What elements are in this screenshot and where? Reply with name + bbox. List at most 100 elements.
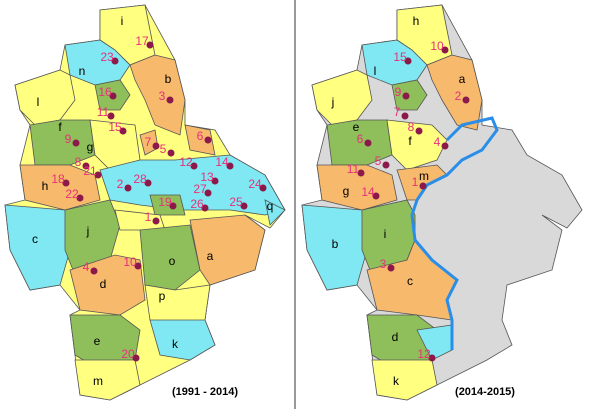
city-dot: [144, 179, 152, 187]
district-letter: c: [32, 232, 38, 246]
city-dot: [107, 112, 115, 120]
city-number: 16: [98, 85, 112, 99]
city-dot: [441, 46, 449, 54]
city-number: 10: [430, 39, 444, 53]
city-dot: [462, 96, 470, 104]
district-letter: c: [407, 274, 413, 288]
city-number: 12: [179, 155, 193, 169]
city-number: 23: [100, 50, 114, 64]
city-dot: [204, 136, 212, 144]
city-number: 3: [159, 89, 166, 103]
city-number: 11: [97, 105, 110, 119]
map-caption: (1991 - 2014): [172, 386, 238, 398]
city-number: 6: [197, 129, 204, 143]
district-letter: n: [79, 64, 86, 78]
city-number: 25: [229, 195, 243, 209]
city-dot: [364, 139, 372, 147]
city-number: 5: [375, 154, 382, 168]
district-letter: p: [159, 289, 166, 303]
city-dot: [204, 189, 212, 197]
district-letter: b: [165, 72, 172, 86]
district-letter: g: [87, 140, 94, 154]
city-dot: [90, 267, 98, 275]
district-letter: e: [94, 334, 101, 348]
city-number: 10: [123, 255, 137, 269]
city-dot: [167, 149, 175, 157]
city-dot: [76, 194, 84, 202]
city-dot: [382, 161, 390, 169]
district-letter: q: [267, 199, 274, 213]
city-number: 22: [65, 187, 79, 201]
city-number: 20: [121, 347, 135, 361]
district-letter: k: [393, 374, 400, 388]
city-dot: [428, 354, 436, 362]
district-letter: f: [58, 120, 62, 134]
district-letter: h: [413, 14, 420, 28]
right-map: (2014-2015)abcdefghijklm1234567891011121…: [301, 4, 583, 401]
city-dot: [152, 142, 160, 150]
city-number: 28: [133, 172, 147, 186]
city-number: 8: [75, 155, 82, 169]
city-dot: [169, 202, 177, 210]
district-letter: o: [169, 254, 176, 268]
city-dot: [201, 204, 209, 212]
city-dot: [415, 127, 423, 135]
district-letter: h: [42, 179, 49, 193]
city-number: 9: [65, 132, 72, 146]
district-letter: j: [86, 224, 90, 238]
left-map: (1991 - 2014)abcdefghijklmnopq1234567891…: [4, 4, 286, 401]
city-dot: [387, 264, 395, 272]
city-dot: [132, 354, 140, 362]
city-number: 9: [395, 85, 402, 99]
city-number: 12: [417, 347, 431, 361]
city-dot: [441, 142, 449, 150]
city-number: 2: [117, 177, 124, 191]
district-letter: e: [353, 120, 360, 134]
city-dot: [109, 92, 117, 100]
city-number: 24: [248, 177, 262, 191]
district-letter: j: [331, 95, 335, 109]
district-letter: m: [93, 374, 103, 388]
district-letter: a: [207, 249, 214, 263]
city-dot: [211, 177, 219, 185]
city-dot: [226, 162, 234, 170]
district-letter: g: [343, 184, 350, 198]
city-dot: [402, 92, 410, 100]
city-dot: [94, 171, 102, 179]
city-number: 3: [380, 257, 387, 271]
city-number: 14: [361, 185, 375, 199]
city-number: 19: [158, 195, 172, 209]
city-dot: [404, 57, 412, 65]
city-number: 26: [190, 197, 204, 211]
city-number: 6: [357, 132, 364, 146]
city-number: 27: [193, 182, 207, 196]
district-letter: l: [37, 95, 40, 109]
city-number: 1: [412, 175, 419, 189]
city-dot: [401, 112, 409, 120]
city-dot: [357, 169, 365, 177]
city-dot: [372, 192, 380, 200]
city-dot: [190, 162, 198, 170]
city-number: 4: [434, 135, 441, 149]
city-dot: [419, 182, 427, 190]
city-dot: [166, 96, 174, 104]
district-letter: f: [408, 134, 412, 148]
city-number: 11: [347, 162, 360, 176]
city-number: 18: [51, 172, 65, 186]
city-number: 1: [145, 210, 152, 224]
city-dot: [72, 139, 80, 147]
city-number: 4: [83, 260, 90, 274]
city-number: 14: [215, 155, 229, 169]
city-dot: [119, 127, 127, 135]
district-letter: b: [332, 237, 339, 251]
district-letter: k: [172, 337, 179, 351]
district-letter: d: [100, 277, 107, 291]
district-letter: i: [121, 14, 124, 28]
city-number: 7: [394, 105, 401, 119]
city-dot: [134, 262, 142, 270]
district-letter: a: [459, 72, 466, 86]
city-number: 15: [108, 120, 122, 134]
city-number: 17: [135, 34, 149, 48]
city-number: 15: [393, 50, 407, 64]
